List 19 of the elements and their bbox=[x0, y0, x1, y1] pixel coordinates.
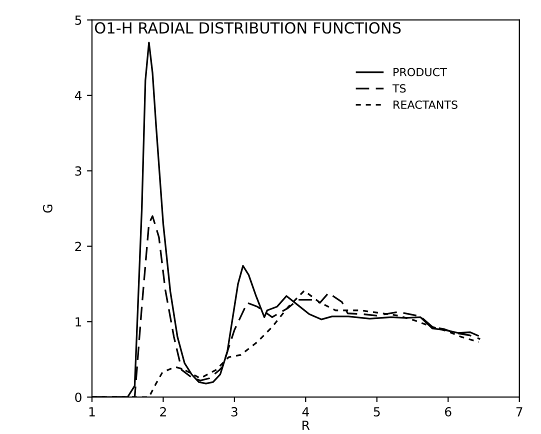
legend-label: REACTANTS bbox=[394, 100, 458, 109]
x-tick-label: 2 bbox=[160, 407, 166, 416]
legend-label: PRODUCT bbox=[394, 68, 447, 76]
y-tick-label: 1 bbox=[76, 317, 82, 326]
y-tick-label: 3 bbox=[75, 166, 82, 176]
x-tick-label: 5 bbox=[374, 407, 380, 417]
x-tick-label: 4 bbox=[302, 407, 309, 416]
x-tick-label: 1 bbox=[89, 407, 95, 416]
x-axis-title: R bbox=[302, 420, 310, 430]
y-axis-title: G bbox=[42, 204, 52, 213]
x-tick-label: 3 bbox=[231, 407, 238, 417]
y-tick-label: 5 bbox=[75, 16, 82, 25]
y-tick-label: 4 bbox=[74, 91, 82, 100]
y-tick-label: 2 bbox=[75, 242, 81, 251]
x-tick-label: 6 bbox=[445, 407, 452, 417]
y-tick-label: 0 bbox=[75, 392, 82, 402]
legend-label: TS bbox=[392, 84, 406, 93]
x-tick-label: 7 bbox=[516, 407, 522, 416]
chart-title: O1-H RADIAL DISTRIBUTION FUNCTIONS bbox=[94, 22, 401, 34]
